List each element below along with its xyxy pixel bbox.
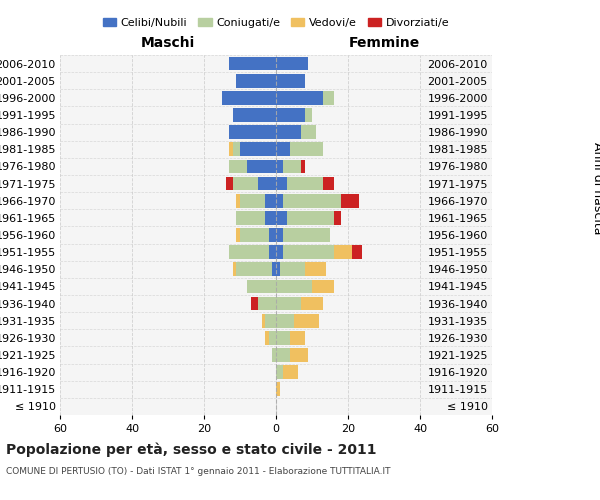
Bar xyxy=(229,126,276,139)
Bar xyxy=(240,228,269,242)
Bar xyxy=(236,194,240,207)
Bar xyxy=(276,246,283,259)
Text: Popolazione per età, sesso e stato civile - 2011: Popolazione per età, sesso e stato civil… xyxy=(6,442,377,457)
Bar xyxy=(276,280,312,293)
Bar xyxy=(312,280,334,293)
Bar xyxy=(280,262,305,276)
Bar xyxy=(258,176,276,190)
Bar xyxy=(290,142,323,156)
Bar xyxy=(334,246,352,259)
Bar xyxy=(290,348,308,362)
Bar xyxy=(233,176,258,190)
Bar xyxy=(265,331,269,344)
Bar xyxy=(276,296,301,310)
Bar xyxy=(283,228,330,242)
Bar xyxy=(236,74,276,88)
Bar xyxy=(276,331,290,344)
Bar xyxy=(229,142,233,156)
Bar xyxy=(301,126,316,139)
Bar xyxy=(283,246,334,259)
Legend: Celibi/Nubili, Coniugati/e, Vedovi/e, Divorziati/e: Celibi/Nubili, Coniugati/e, Vedovi/e, Di… xyxy=(98,14,454,32)
Bar xyxy=(341,194,359,207)
Bar xyxy=(276,314,294,328)
Bar xyxy=(323,176,334,190)
Bar xyxy=(247,160,276,173)
Bar xyxy=(269,228,276,242)
Bar xyxy=(276,160,283,173)
Bar xyxy=(276,142,290,156)
Text: Anni di nascita: Anni di nascita xyxy=(590,142,600,235)
Bar xyxy=(323,91,334,104)
Bar xyxy=(272,348,276,362)
Bar xyxy=(334,211,341,224)
Bar xyxy=(283,366,298,379)
Bar xyxy=(305,108,312,122)
Bar xyxy=(269,246,276,259)
Bar xyxy=(233,108,276,122)
Bar xyxy=(276,91,323,104)
Bar xyxy=(258,296,276,310)
Bar xyxy=(276,194,283,207)
Bar xyxy=(251,296,258,310)
Bar xyxy=(226,176,233,190)
Text: COMUNE DI PERTUSIO (TO) - Dati ISTAT 1° gennaio 2011 - Elaborazione TUTTITALIA.I: COMUNE DI PERTUSIO (TO) - Dati ISTAT 1° … xyxy=(6,468,391,476)
Bar xyxy=(276,108,305,122)
Bar xyxy=(283,160,301,173)
Bar xyxy=(352,246,362,259)
Bar xyxy=(222,91,276,104)
Bar xyxy=(240,142,276,156)
Bar xyxy=(276,126,301,139)
Text: Maschi: Maschi xyxy=(141,36,195,50)
Text: Femmine: Femmine xyxy=(349,36,419,50)
Bar xyxy=(290,331,305,344)
Bar xyxy=(240,194,265,207)
Bar xyxy=(269,331,276,344)
Bar xyxy=(265,194,276,207)
Bar xyxy=(229,160,247,173)
Bar xyxy=(276,366,283,379)
Bar xyxy=(236,262,272,276)
Bar xyxy=(276,228,283,242)
Bar xyxy=(265,314,276,328)
Bar xyxy=(305,262,326,276)
Bar xyxy=(229,56,276,70)
Bar xyxy=(294,314,319,328)
Bar xyxy=(287,211,334,224)
Bar xyxy=(262,314,265,328)
Bar xyxy=(236,228,240,242)
Bar xyxy=(236,211,265,224)
Bar xyxy=(233,142,240,156)
Bar xyxy=(247,280,276,293)
Bar xyxy=(276,74,305,88)
Bar xyxy=(229,246,269,259)
Bar xyxy=(272,262,276,276)
Bar xyxy=(276,348,290,362)
Bar xyxy=(276,56,308,70)
Bar xyxy=(287,176,323,190)
Bar xyxy=(233,262,236,276)
Bar xyxy=(276,176,287,190)
Bar xyxy=(301,296,323,310)
Bar xyxy=(276,211,287,224)
Bar xyxy=(301,160,305,173)
Bar xyxy=(283,194,341,207)
Bar xyxy=(276,262,280,276)
Bar xyxy=(276,382,280,396)
Bar xyxy=(265,211,276,224)
